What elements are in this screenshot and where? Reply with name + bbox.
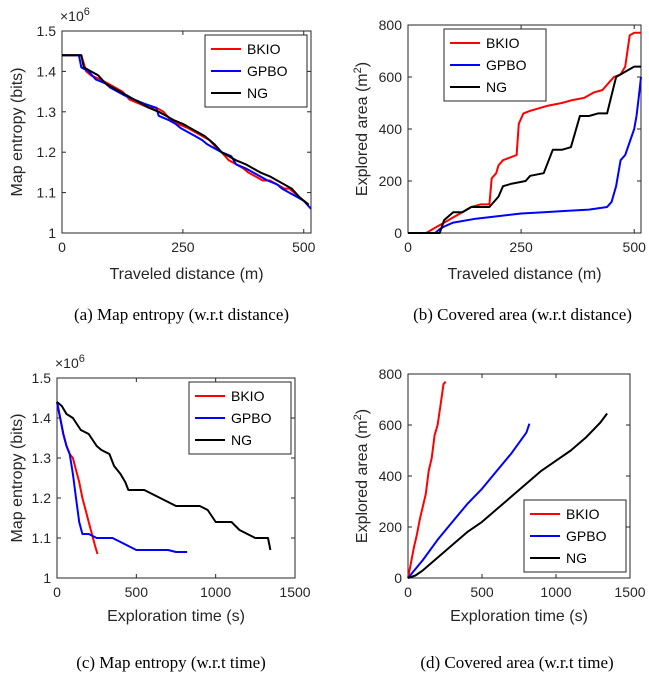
y-multiplier-exponent: 6	[84, 6, 90, 18]
x-tick-label: 250	[509, 239, 533, 255]
x-tick-label: 500	[470, 584, 494, 600]
x-tick-label: 1500	[614, 584, 645, 600]
y-tick-label: 0	[394, 225, 402, 241]
panel-caption: (c) Map entropy (w.r.t time)	[76, 653, 266, 672]
x-axis-label: Traveled distance (m)	[109, 266, 263, 283]
panel-a-map-entropy-distance: 0 250 500 1 1.1 1.2 1.3 1.4 1.5×106 Traveled dist…	[9, 6, 316, 324]
legend: BKIO GPBO NG	[204, 34, 308, 108]
y-tick-label: 1.3	[32, 450, 52, 466]
y-tick-label: 400	[379, 121, 403, 137]
legend-label-gpbo: GPBO	[486, 57, 527, 73]
y-multiplier-base: ×10	[55, 355, 79, 371]
y-axis-label: Explored area (m2)	[352, 409, 371, 543]
y-tick-label: 1.2	[37, 144, 57, 160]
y-tick-label: 1	[43, 570, 51, 586]
x-tick-label: 250	[171, 239, 195, 255]
series-line-bkio	[407, 380, 447, 579]
x-tick-label: 0	[404, 584, 412, 600]
x-tick-label: 500	[125, 584, 149, 600]
y-tick-label: 1.1	[32, 530, 52, 546]
y-tick-label: 600	[379, 69, 403, 85]
panel-caption: (d) Covered area (w.r.t time)	[420, 653, 613, 672]
y-tick-label: 1.4	[37, 63, 57, 79]
panel-d-covered-area-time: 0 500 1000 1500 0 200 400 600 800 Exploration tim…	[352, 366, 646, 672]
y-multiplier-base: ×10	[60, 8, 84, 24]
legend-label-gpbo: GPBO	[247, 63, 288, 79]
x-tick-label: 1500	[279, 584, 310, 600]
y-tick-label: 1.2	[32, 490, 52, 506]
x-axis-label: Exploration time (s)	[450, 608, 588, 625]
series-line-ng	[407, 412, 608, 579]
y-tick-label: 0	[394, 570, 402, 586]
y-tick-label: 1.5	[37, 23, 57, 39]
y-axis-label: Explored area (m2)	[352, 62, 371, 196]
panel-caption: (a) Map entropy (w.r.t distance)	[74, 305, 289, 324]
legend-label-bkio: BKIO	[566, 506, 600, 522]
y-axis-label-text: Map entropy (bits)	[9, 414, 26, 543]
y-tick-label: 200	[379, 519, 403, 535]
legend-label-gpbo: GPBO	[566, 528, 607, 544]
legend-label-bkio: BKIO	[486, 35, 520, 51]
y-axis-label: Map entropy (bits)	[9, 414, 26, 543]
legend-label-ng: NG	[486, 79, 507, 95]
x-tick-label: 0	[404, 239, 412, 255]
y-axis-label-text: Explored area (m	[354, 73, 371, 196]
x-axis-label: Exploration time (s)	[107, 608, 245, 625]
legend: BKIO GPBO NG	[523, 499, 627, 573]
y-tick-label: 1.5	[32, 370, 52, 386]
y-tick-label: 600	[379, 417, 403, 433]
x-tick-label: 1000	[200, 584, 231, 600]
legend-label-ng: NG	[231, 432, 252, 448]
y-tick-label: 400	[379, 468, 403, 484]
y-multiplier-exponent: 6	[79, 353, 85, 365]
panel-caption: (b) Covered area (w.r.t distance)	[413, 305, 632, 324]
legend-label-gpbo: GPBO	[231, 410, 272, 426]
y-tick-label: 800	[379, 366, 403, 382]
y-multiplier-label: ×106	[55, 353, 85, 371]
y-axis-label-end: )	[354, 62, 371, 67]
series-line-gpbo	[407, 423, 531, 579]
x-tick-label: 500	[623, 239, 647, 255]
legend-label-bkio: BKIO	[247, 41, 281, 57]
x-tick-label: 500	[292, 239, 316, 255]
legend: BKIO GPBO NG	[443, 28, 547, 102]
y-tick-label: 800	[379, 17, 403, 33]
y-axis-label-superscript: 2	[352, 67, 364, 73]
y-axis-label-superscript: 2	[352, 414, 364, 420]
x-tick-label: 0	[53, 584, 61, 600]
panel-b-covered-area-distance: 0 250 500 0 200 400 600 800 Traveled distance (m…	[352, 17, 646, 324]
x-tick-label: 1000	[540, 584, 571, 600]
panel-c-map-entropy-time: 0 500 1000 1500 1 1.1 1.2 1.3 1.4 1.5×106 Explorat…	[9, 353, 311, 672]
series-line-ng	[62, 54, 310, 206]
y-axis-label-text: Map entropy (bits)	[9, 68, 26, 197]
y-tick-label: 1	[48, 225, 56, 241]
series-line-gpbo	[56, 401, 188, 553]
y-multiplier-label: ×106	[60, 6, 90, 24]
y-tick-label: 200	[379, 173, 403, 189]
legend-label-ng: NG	[566, 550, 587, 566]
y-axis-label: Map entropy (bits)	[9, 68, 26, 197]
legend-label-bkio: BKIO	[231, 388, 265, 404]
series-line-ng	[408, 65, 641, 234]
legend: BKIO GPBO NG	[188, 381, 292, 455]
legend-label-ng: NG	[247, 85, 268, 101]
series-line-gpbo	[408, 76, 642, 234]
y-tick-label: 1.1	[37, 185, 57, 201]
series-line-ng	[56, 401, 272, 551]
x-axis-label: Traveled distance (m)	[447, 266, 601, 283]
y-axis-label-text: Explored area (m	[354, 420, 371, 543]
y-axis-label-end: )	[354, 409, 371, 414]
y-tick-label: 1.3	[37, 104, 57, 120]
x-tick-label: 0	[58, 239, 66, 255]
y-tick-label: 1.4	[32, 410, 52, 426]
